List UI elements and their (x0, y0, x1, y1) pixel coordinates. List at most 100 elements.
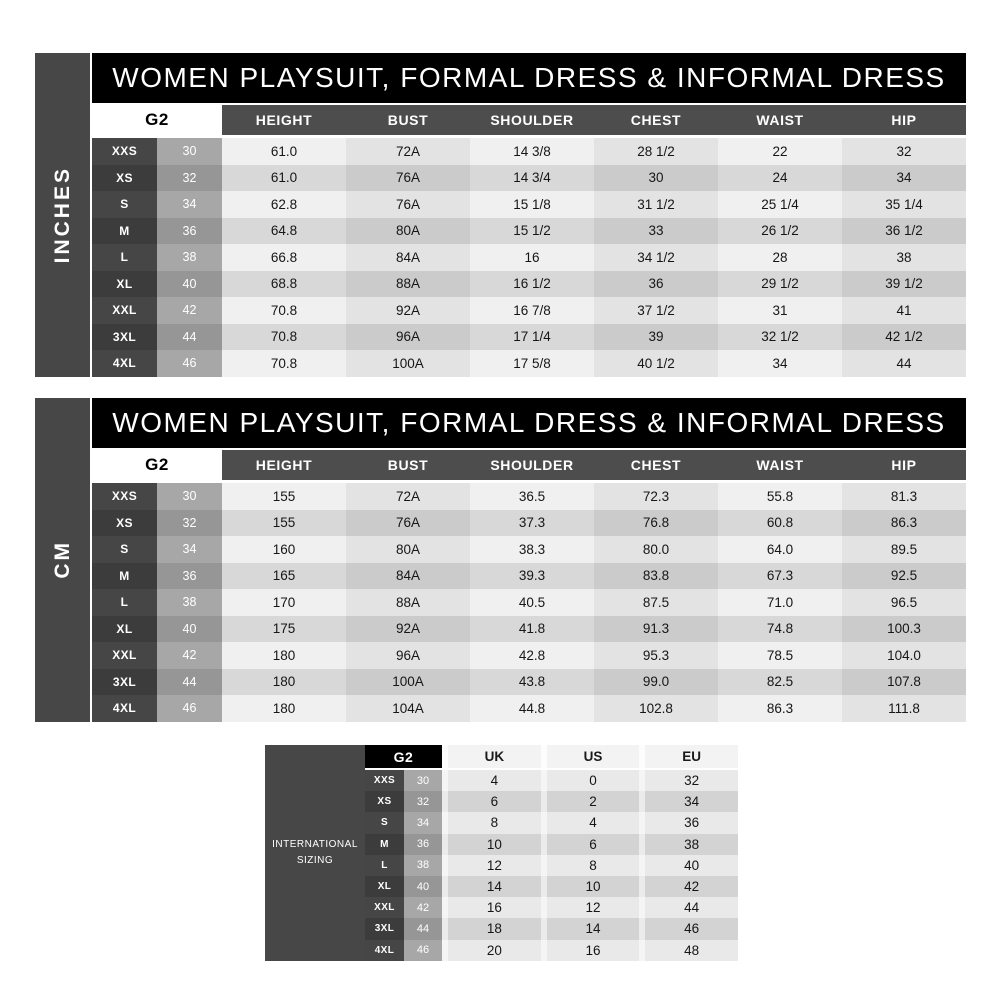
value-cell: 78.5 (718, 642, 842, 669)
table-body: XXS 30 155 72A 36.5 72.3 55.8 81.3 XS 32 155 76A 37.… (92, 483, 966, 722)
table-row: S 34 62.8 76A 15 1/8 31 1/2 25 1/4 35 1/4 (92, 191, 966, 218)
table-row: XS 32 155 76A 37.3 76.8 60.8 86.3 (92, 509, 966, 536)
size-label-cell: XS (92, 164, 157, 191)
size-label-cell: L (365, 854, 404, 876)
value-cell: 155 (222, 483, 346, 510)
value-cell: 41 (842, 297, 966, 324)
value-cell: 6 (442, 791, 541, 813)
international-sizing-label-line1: INTERNATIONAL (272, 839, 358, 851)
value-cell: 92A (346, 297, 470, 324)
table-row: M 36 165 84A 39.3 83.8 67.3 92.5 (92, 562, 966, 589)
value-cell: 155 (222, 509, 346, 536)
size-label-cell: XL (92, 615, 157, 642)
column-header-waist: WAIST (718, 450, 842, 480)
table-row: XS 32 61.0 76A 14 3/4 30 24 34 (92, 164, 966, 191)
value-cell: 37 1/2 (594, 297, 718, 324)
value-cell: 16 7/8 (470, 297, 594, 324)
size-label-cell: 3XL (92, 668, 157, 695)
value-cell: 48 (639, 939, 738, 961)
value-cell: 76A (346, 164, 470, 191)
value-cell: 8 (442, 812, 541, 834)
value-cell: 6 (540, 833, 640, 855)
column-header-shoulder: SHOULDER (470, 450, 594, 480)
size-code-cell: 36 (157, 217, 222, 244)
value-cell: 92A (346, 615, 470, 642)
value-cell: 31 1/2 (594, 191, 718, 218)
table-row: L 38 170 88A 40.5 87.5 71.0 96.5 (92, 589, 966, 616)
size-label-cell: L (92, 589, 157, 616)
value-cell: 88A (346, 589, 470, 616)
table-row: L 38 12 8 40 (365, 854, 738, 876)
value-cell: 44 (842, 350, 966, 377)
value-cell: 76A (346, 509, 470, 536)
value-cell: 61.0 (222, 138, 346, 165)
table-row: XXL 42 180 96A 42.8 95.3 78.5 104.0 (92, 642, 966, 669)
value-cell: 104A (346, 695, 470, 722)
value-cell: 34 (639, 791, 738, 813)
value-cell: 34 (842, 164, 966, 191)
cm-unit-sidebar: CM (35, 398, 90, 722)
international-sizing-label-line2: SIZING (296, 854, 334, 866)
value-cell: 66.8 (222, 244, 346, 271)
size-code-cell: 38 (157, 589, 222, 616)
value-cell: 32 1/2 (718, 323, 842, 350)
value-cell: 55.8 (718, 483, 842, 510)
inches-unit-sidebar: INCHES (35, 53, 90, 377)
cm-table: CM WOMEN PLAYSUIT, FORMAL DRESS & INFORM… (35, 398, 966, 722)
value-cell: 44.8 (470, 695, 594, 722)
column-header-row: G2 UK US EU (365, 745, 739, 768)
size-code-cell: 46 (157, 695, 222, 722)
size-label-cell: M (92, 217, 157, 244)
value-cell: 180 (222, 668, 346, 695)
value-cell: 80A (346, 536, 470, 563)
cm-table-content: WOMEN PLAYSUIT, FORMAL DRESS & INFORMAL … (92, 398, 966, 722)
size-label-cell: L (92, 244, 157, 271)
size-code-cell: 40 (157, 615, 222, 642)
value-cell: 38 (842, 244, 966, 271)
value-cell: 14 (442, 875, 541, 898)
value-cell: 96A (346, 323, 470, 350)
value-cell: 111.8 (842, 695, 966, 722)
value-cell: 17 1/4 (470, 323, 594, 350)
value-cell: 104.0 (842, 642, 966, 669)
size-code-cell: 44 (157, 668, 222, 695)
value-cell: 89.5 (842, 536, 966, 563)
value-cell: 36.5 (470, 483, 594, 510)
value-cell: 180 (222, 642, 346, 669)
size-code-cell: 32 (157, 509, 222, 536)
column-header-height: HEIGHT (222, 450, 346, 480)
value-cell: 72A (346, 483, 470, 510)
column-header-waist: WAIST (718, 105, 842, 135)
size-code-cell: 42 (404, 897, 442, 919)
table-row: XXS 30 61.0 72A 14 3/8 28 1/2 22 32 (92, 138, 966, 165)
value-cell: 83.8 (594, 562, 718, 589)
column-header-eu: EU (639, 745, 739, 768)
size-label-cell: XXS (92, 138, 157, 165)
value-cell: 2 (540, 791, 640, 813)
table-title: WOMEN PLAYSUIT, FORMAL DRESS & INFORMAL … (92, 53, 966, 103)
value-cell: 180 (222, 695, 346, 722)
value-cell: 82.5 (718, 668, 842, 695)
size-label-cell: 3XL (92, 323, 157, 350)
size-code-cell: 34 (157, 536, 222, 563)
inches-table-content: WOMEN PLAYSUIT, FORMAL DRESS & INFORMAL … (92, 53, 966, 377)
column-header-chest: CHEST (594, 105, 718, 135)
value-cell: 38 (639, 833, 738, 855)
g2-header: G2 (92, 450, 222, 480)
value-cell: 100.3 (842, 615, 966, 642)
value-cell: 4 (442, 770, 541, 792)
value-cell: 14 (540, 918, 640, 940)
value-cell: 12 (540, 897, 640, 919)
value-cell: 92.5 (842, 562, 966, 589)
table-row: XL 40 68.8 88A 16 1/2 36 29 1/2 39 1/2 (92, 270, 966, 297)
value-cell: 39.3 (470, 562, 594, 589)
table-row: 3XL 44 70.8 96A 17 1/4 39 32 1/2 42 1/2 (92, 323, 966, 350)
value-cell: 15 1/2 (470, 217, 594, 244)
size-code-cell: 42 (157, 297, 222, 324)
size-code-cell: 30 (157, 138, 222, 165)
size-code-cell: 42 (157, 642, 222, 669)
table-row: M 36 10 6 38 (365, 833, 738, 855)
size-code-cell: 30 (157, 483, 222, 510)
value-cell: 16 (540, 939, 640, 961)
value-cell: 39 1/2 (842, 270, 966, 297)
